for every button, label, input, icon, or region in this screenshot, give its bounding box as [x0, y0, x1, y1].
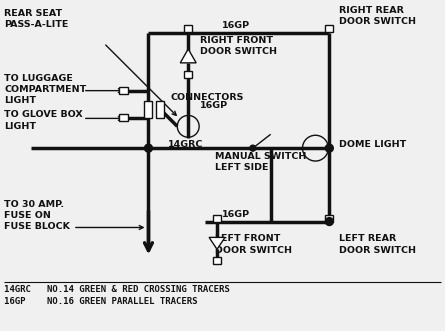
Bar [184, 71, 192, 78]
Bar [119, 87, 128, 94]
Text: MANUAL SWITCH
LEFT SIDE: MANUAL SWITCH LEFT SIDE [215, 152, 307, 172]
Bar [184, 25, 192, 32]
Text: LEFT FRONT
DOOR SWITCH: LEFT FRONT DOOR SWITCH [215, 234, 292, 255]
Text: 16GP: 16GP [222, 210, 250, 219]
Text: DOME LIGHT: DOME LIGHT [339, 140, 407, 149]
Circle shape [145, 144, 153, 152]
Bar [156, 101, 164, 118]
Text: LEFT REAR
DOOR SWITCH: LEFT REAR DOOR SWITCH [339, 234, 416, 255]
Text: 16GP: 16GP [222, 21, 250, 30]
Text: 14GRC   NO.14 GREEN & RED CROSSING TRACERS: 14GRC NO.14 GREEN & RED CROSSING TRACERS [4, 285, 230, 294]
Circle shape [325, 217, 333, 225]
Text: TO 30 AMP.
FUSE ON
FUSE BLOCK: TO 30 AMP. FUSE ON FUSE BLOCK [4, 200, 70, 231]
Text: CONNECTORS: CONNECTORS [170, 93, 244, 102]
Text: TO GLOVE BOX
LIGHT: TO GLOVE BOX LIGHT [4, 111, 83, 130]
Text: 14GRC: 14GRC [168, 140, 204, 149]
Text: 16GP: 16GP [200, 101, 228, 110]
Text: 16GP    NO.16 GREEN PARALLEL TRACERS: 16GP NO.16 GREEN PARALLEL TRACERS [4, 297, 198, 306]
Circle shape [250, 145, 256, 151]
Polygon shape [180, 49, 196, 63]
Bar [325, 25, 333, 32]
Text: TO LUGGAGE
COMPARTMENT
LIGHT: TO LUGGAGE COMPARTMENT LIGHT [4, 74, 87, 105]
Bar [213, 214, 221, 221]
Bar [145, 101, 153, 118]
Text: RIGHT REAR
DOOR SWITCH: RIGHT REAR DOOR SWITCH [339, 6, 416, 26]
Bar [213, 257, 221, 264]
Circle shape [325, 144, 333, 152]
Text: REAR SEAT
PASS-A-LITE: REAR SEAT PASS-A-LITE [4, 9, 69, 29]
Bar [325, 214, 333, 221]
Text: RIGHT FRONT
DOOR SWITCH: RIGHT FRONT DOOR SWITCH [200, 36, 277, 56]
Bar [119, 115, 128, 121]
Polygon shape [209, 237, 225, 249]
